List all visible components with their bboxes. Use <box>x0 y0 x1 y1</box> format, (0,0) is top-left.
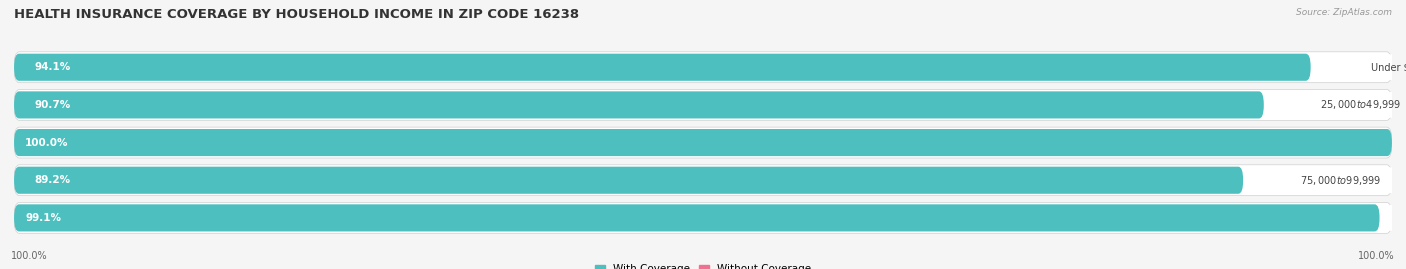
Text: 99.1%: 99.1% <box>25 213 60 223</box>
FancyBboxPatch shape <box>14 165 1392 196</box>
FancyBboxPatch shape <box>14 127 1392 158</box>
Text: 89.2%: 89.2% <box>35 175 70 185</box>
Text: 100.0%: 100.0% <box>11 251 48 261</box>
FancyBboxPatch shape <box>1247 167 1406 193</box>
Text: Under $25,000: Under $25,000 <box>1371 62 1406 72</box>
FancyBboxPatch shape <box>14 129 1392 156</box>
FancyBboxPatch shape <box>14 91 1264 118</box>
FancyBboxPatch shape <box>1268 92 1406 118</box>
FancyBboxPatch shape <box>14 90 1392 120</box>
FancyBboxPatch shape <box>1396 130 1406 155</box>
Text: 100.0%: 100.0% <box>25 137 69 148</box>
FancyBboxPatch shape <box>14 204 1379 231</box>
FancyBboxPatch shape <box>14 167 1243 194</box>
FancyBboxPatch shape <box>14 203 1392 233</box>
Text: $25,000 to $49,999: $25,000 to $49,999 <box>1320 98 1402 111</box>
FancyBboxPatch shape <box>1315 54 1406 80</box>
FancyBboxPatch shape <box>1384 205 1406 231</box>
FancyBboxPatch shape <box>14 52 1392 83</box>
Text: $75,000 to $99,999: $75,000 to $99,999 <box>1299 174 1381 187</box>
Text: HEALTH INSURANCE COVERAGE BY HOUSEHOLD INCOME IN ZIP CODE 16238: HEALTH INSURANCE COVERAGE BY HOUSEHOLD I… <box>14 8 579 21</box>
Text: Source: ZipAtlas.com: Source: ZipAtlas.com <box>1296 8 1392 17</box>
Text: 100.0%: 100.0% <box>1358 251 1395 261</box>
Text: 90.7%: 90.7% <box>35 100 70 110</box>
FancyBboxPatch shape <box>14 54 1310 81</box>
Legend: With Coverage, Without Coverage: With Coverage, Without Coverage <box>591 260 815 269</box>
Text: 94.1%: 94.1% <box>35 62 70 72</box>
